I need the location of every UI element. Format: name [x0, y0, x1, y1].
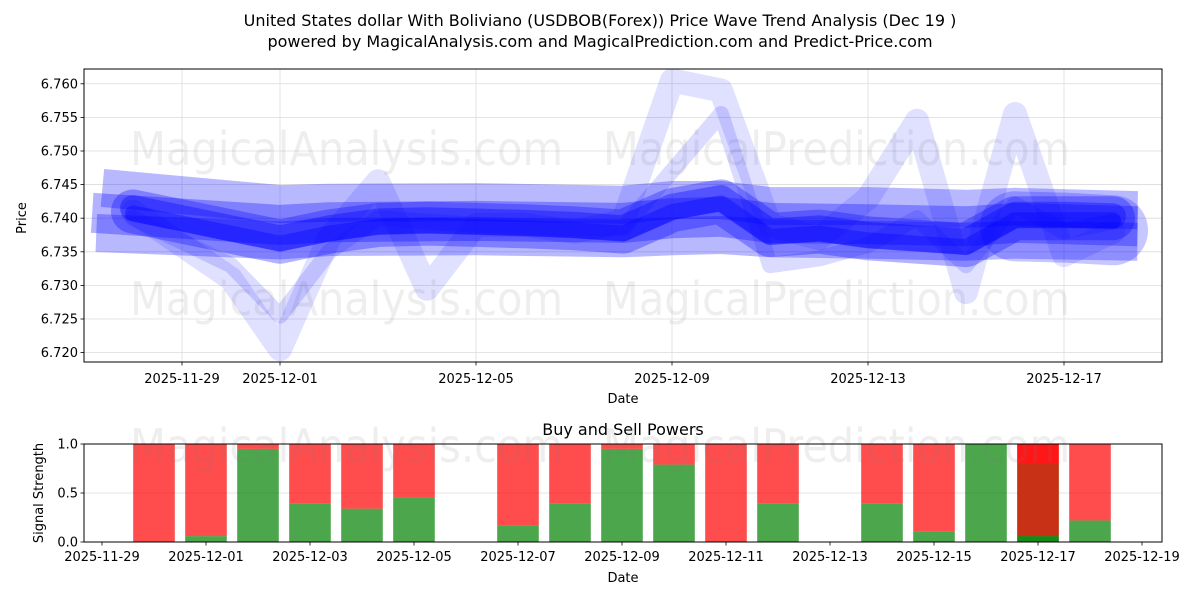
- x-tick-label: 2025-12-07: [480, 550, 556, 565]
- bar-series-group: [133, 444, 1111, 542]
- y-tick-label: 6.750: [41, 144, 78, 159]
- buy-bar: [289, 503, 331, 542]
- sell-bar: [1017, 444, 1059, 537]
- x-tick-label: 2025-12-09: [584, 550, 660, 565]
- wave-line-trend-core: [125, 195, 1121, 256]
- x-tick-label: 2025-12-05: [376, 550, 452, 565]
- figure-subtitle: powered by MagicalAnalysis.com and Magic…: [267, 32, 932, 51]
- wave-series-group: [90, 69, 1148, 362]
- sell-bar: [185, 444, 227, 537]
- x-tick-label: 2025-12-17: [1026, 372, 1102, 387]
- x-tick-label: 2025-11-29: [64, 550, 140, 565]
- sell-bar: [653, 444, 695, 465]
- wave-line-band-lower: [95, 214, 1138, 261]
- sell-bar: [497, 444, 539, 526]
- bar-y-axis-label: Signal Strength: [32, 443, 47, 543]
- x-tick-label: 2025-12-19: [1104, 550, 1180, 565]
- figure-title: United States dollar With Boliviano (USD…: [244, 11, 957, 30]
- buy-bar: [913, 531, 955, 542]
- sell-bar: [913, 444, 955, 532]
- y-tick-label: 6.735: [41, 245, 78, 260]
- main-x-axis: 2025-11-29 2025-12-01 2025-12-05 2025-12-09…: [144, 362, 1102, 387]
- y-tick-label: 6.760: [41, 77, 78, 92]
- buy-bar: [237, 448, 279, 542]
- sell-bar: [289, 444, 331, 504]
- x-tick-label: 2025-12-13: [830, 372, 906, 387]
- buy-bar: [1017, 536, 1059, 542]
- sell-bar: [549, 444, 591, 504]
- wave-line-trend-mid: [120, 185, 1126, 255]
- y-tick-label: 6.755: [41, 111, 78, 126]
- x-tick-label: 2025-11-29: [144, 372, 220, 387]
- buy-bar: [497, 525, 539, 542]
- sell-bar: [861, 444, 903, 504]
- wave-line-spike-2: [125, 106, 1121, 324]
- y-tick-label: 0.5: [57, 487, 78, 502]
- x-tick-label: 2025-12-01: [242, 372, 318, 387]
- buy-bar: [601, 448, 643, 542]
- x-tick-label: 2025-12-13: [792, 550, 868, 565]
- main-plot-frame: [83, 68, 1163, 363]
- main-plot-area: [84, 69, 1162, 362]
- main-y-axis: 6.720 6.725 6.730 6.735 6.740 6.745 6.750 6.755…: [41, 77, 84, 361]
- buy-bar: [965, 444, 1007, 542]
- price-wave-chart: MagicalAnalysis.com MagicalPrediction.co…: [15, 68, 1163, 407]
- sell-bar: [601, 444, 643, 449]
- buy-bar: [393, 497, 435, 542]
- main-x-axis-label: Date: [607, 392, 638, 407]
- wave-line-spike-1: [121, 69, 1125, 362]
- buy-bar: [757, 503, 799, 542]
- x-tick-label: 2025-12-05: [438, 372, 514, 387]
- buy-bar: [653, 464, 695, 542]
- x-tick-label: 2025-12-17: [1000, 550, 1076, 565]
- watermark-prediction-bars: MagicalPrediction.com: [603, 419, 1070, 473]
- buy-bar: [861, 503, 903, 542]
- sell-bar: [705, 444, 747, 542]
- watermark-prediction-top: MagicalPrediction.com: [603, 122, 1070, 176]
- bar-watermarks: MagicalAnalysis.com MagicalPrediction.co…: [130, 419, 1070, 473]
- watermark-analysis-bars: MagicalAnalysis.com: [130, 419, 563, 473]
- buy-sell-powers-chart: Buy and Sell Powers MagicalAnalysis.com …: [32, 419, 1180, 586]
- sell-bar: [1069, 444, 1111, 521]
- x-tick-label: 2025-12-15: [896, 550, 972, 565]
- bar-x-axis-label: Date: [607, 571, 638, 586]
- y-tick-label: 6.725: [41, 312, 78, 327]
- bar-chart-title: Buy and Sell Powers: [542, 420, 704, 439]
- main-y-axis-label: Price: [15, 202, 30, 234]
- wave-line-band-upper: [100, 168, 1139, 230]
- buy-bar: [549, 503, 591, 542]
- bar-y-axis: 0.0 0.5 1.0: [57, 438, 84, 551]
- y-tick-label: 6.730: [41, 279, 78, 294]
- y-tick-label: 6.740: [41, 212, 78, 227]
- sell-bar: [237, 444, 279, 449]
- watermark-prediction-bottom: MagicalPrediction.com: [603, 272, 1070, 326]
- x-tick-label: 2025-12-01: [168, 550, 244, 565]
- main-gridlines: [84, 69, 1162, 362]
- buy-bar: [185, 536, 227, 542]
- x-tick-label: 2025-12-09: [634, 372, 710, 387]
- main-watermarks: MagicalAnalysis.com MagicalPrediction.co…: [130, 122, 1070, 326]
- buy-bar: [341, 508, 383, 542]
- y-tick-label: 1.0: [57, 438, 78, 453]
- wave-line-band-mid: [90, 192, 1139, 247]
- sell-bar: [133, 444, 175, 542]
- y-tick-label: 6.745: [41, 178, 78, 193]
- bar-x-axis: 2025-11-29 2025-12-01 2025-12-03 2025-12-05…: [64, 542, 1180, 565]
- sell-bar: [341, 444, 383, 509]
- y-tick-label: 0.0: [57, 536, 78, 551]
- watermark-analysis-bottom: MagicalAnalysis.com: [130, 272, 563, 326]
- sell-bar: [393, 444, 435, 498]
- x-tick-label: 2025-12-11: [688, 550, 764, 565]
- x-tick-label: 2025-12-03: [272, 550, 348, 565]
- sell-bar: [757, 444, 799, 504]
- wave-line-trend-wide: [111, 179, 1135, 268]
- wave-line-end-blob: [980, 191, 1148, 266]
- y-tick-label: 6.720: [41, 346, 78, 361]
- watermark-analysis-top: MagicalAnalysis.com: [130, 122, 563, 176]
- buy-bar: [1069, 520, 1111, 542]
